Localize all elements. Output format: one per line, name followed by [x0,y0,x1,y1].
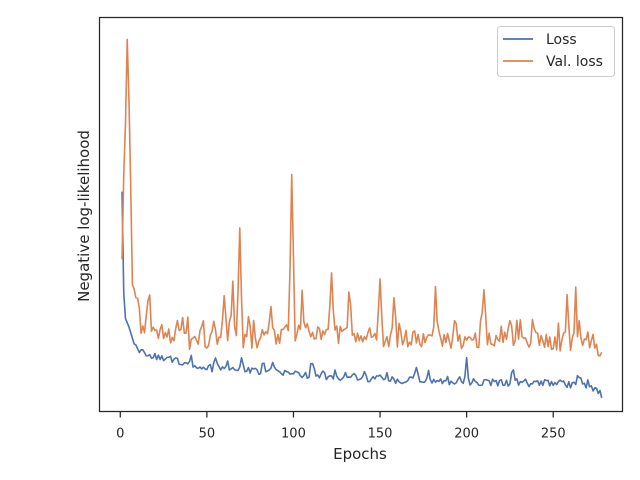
series-lines [121,38,603,399]
x-tick-label: 50 [199,427,216,442]
x-axis-ticks: 0 50 100 150 200 250 [116,411,566,442]
x-tick-label: 200 [454,427,479,442]
legend-label-loss: Loss [546,32,577,48]
x-tick-label: 0 [116,427,124,442]
series-line-val-loss [121,38,603,357]
x-tick-label: 150 [368,427,393,442]
x-tick-label: 250 [541,427,566,442]
legend: Loss Val. loss [497,26,615,77]
y-axis-label: Negative log-likelihood [75,130,93,302]
plot-area [99,17,623,412]
x-axis-label: Epochs [333,445,387,463]
x-tick-label: 100 [281,427,306,442]
legend-label-val-loss: Val. loss [546,54,603,70]
plot-frame [98,16,624,413]
series-line-loss [121,191,603,399]
